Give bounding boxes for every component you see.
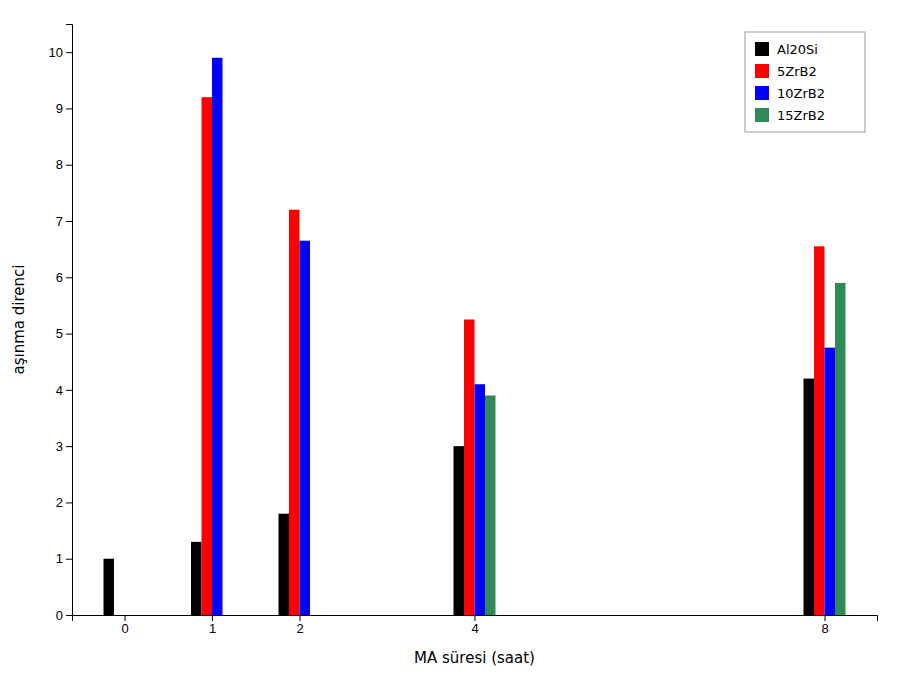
legend-label: 15ZrB2 [777, 108, 825, 123]
x-tick-mark [825, 615, 826, 621]
y-tick-label: 0 [56, 608, 63, 623]
chart: 0 1 2 4 8 0 1 2 3 4 5 6 7 8 9 10 MA süresi (saat) aşınma … [0, 0, 901, 679]
y-tick-mark [66, 559, 72, 560]
x-tick: 8 [821, 615, 828, 636]
legend-label: Al20Si [777, 42, 818, 57]
x-tick-label: 8 [821, 621, 828, 636]
y-tick: 9 [56, 101, 72, 116]
x-tick-mark [125, 615, 126, 621]
legend-item: 10ZrB2 [755, 86, 825, 101]
bar [300, 241, 311, 615]
legend-item: Al20Si [755, 42, 818, 57]
x-tick: 4 [471, 615, 478, 636]
legend-label: 10ZrB2 [777, 86, 825, 101]
bar [279, 514, 290, 615]
y-tick: 3 [56, 439, 72, 454]
y-tick: 0 [56, 608, 72, 623]
x-tick-label: 4 [471, 621, 478, 636]
y-tick-mark [66, 108, 72, 109]
y-tick-label: 4 [56, 383, 63, 398]
y-tick-mark [66, 390, 72, 391]
x-axis-title: MA süresi (saat) [414, 649, 535, 667]
y-tick: 7 [56, 214, 72, 229]
x-tick: 0 [121, 615, 128, 636]
legend-swatch [755, 86, 769, 100]
y-tick: 8 [56, 157, 72, 172]
legend-item: 15ZrB2 [755, 108, 825, 123]
y-tick-label: 5 [56, 326, 63, 341]
plot: 0 1 2 4 8 0 1 2 3 4 5 6 7 8 9 10 MA süresi (saat) aşınma … [10, 25, 878, 668]
legend-label: 5ZrB2 [777, 64, 817, 79]
y-tick: 6 [56, 270, 72, 285]
bar [835, 283, 846, 615]
y-axis-line [66, 25, 73, 616]
y-axis-title: aşınma direnci [10, 265, 28, 375]
y-tick-mark [66, 52, 72, 53]
legend-box [745, 32, 865, 132]
y-tick-mark [66, 221, 72, 222]
x-tick-label: 2 [296, 621, 303, 636]
bar [475, 384, 486, 615]
bar [202, 97, 213, 615]
x-tick-mark [475, 615, 476, 621]
x-tick: 1 [209, 615, 216, 636]
y-tick-label: 6 [56, 270, 63, 285]
y-tick-label: 1 [56, 551, 63, 566]
y-tick: 2 [56, 495, 72, 510]
y-tick-label: 7 [56, 214, 63, 229]
y-tick: 1 [56, 551, 72, 566]
x-tick-label: 1 [209, 621, 216, 636]
legend-swatch [755, 108, 769, 122]
y-tick-mark [66, 502, 72, 503]
legend-swatch [755, 42, 769, 56]
bar [464, 320, 475, 616]
x-axis-line [73, 616, 878, 622]
bar [814, 246, 825, 615]
bar [191, 542, 202, 615]
y-tick-label: 2 [56, 495, 63, 510]
bar [212, 58, 223, 615]
bar [104, 559, 115, 615]
bar [804, 379, 815, 615]
legend: Al20Si 5ZrB2 10ZrB2 15ZrB2 [745, 32, 865, 132]
y-tick: 5 [56, 326, 72, 341]
bar [485, 395, 496, 615]
legend-item: 5ZrB2 [755, 64, 817, 79]
y-tick-label: 8 [56, 157, 63, 172]
y-axis: 0 1 2 3 4 5 6 7 8 9 10 [49, 25, 73, 623]
bar [454, 446, 465, 615]
y-tick: 4 [56, 383, 72, 398]
bar [289, 210, 300, 615]
y-tick-mark [66, 615, 72, 616]
x-tick-mark [300, 615, 301, 621]
x-tick: 2 [296, 615, 303, 636]
y-tick-mark [66, 165, 72, 166]
x-tick-label: 0 [121, 621, 128, 636]
y-tick-mark [66, 277, 72, 278]
legend-swatch [755, 64, 769, 78]
y-tick-mark [66, 446, 72, 447]
y-tick-label: 10 [49, 45, 63, 60]
bars [104, 58, 846, 615]
y-tick-label: 9 [56, 101, 63, 116]
bar [825, 348, 836, 615]
y-tick-label: 3 [56, 439, 63, 454]
x-tick-mark [212, 615, 213, 621]
y-tick-mark [66, 334, 72, 335]
x-axis: 0 1 2 4 8 [73, 615, 878, 636]
y-tick: 10 [49, 45, 72, 60]
